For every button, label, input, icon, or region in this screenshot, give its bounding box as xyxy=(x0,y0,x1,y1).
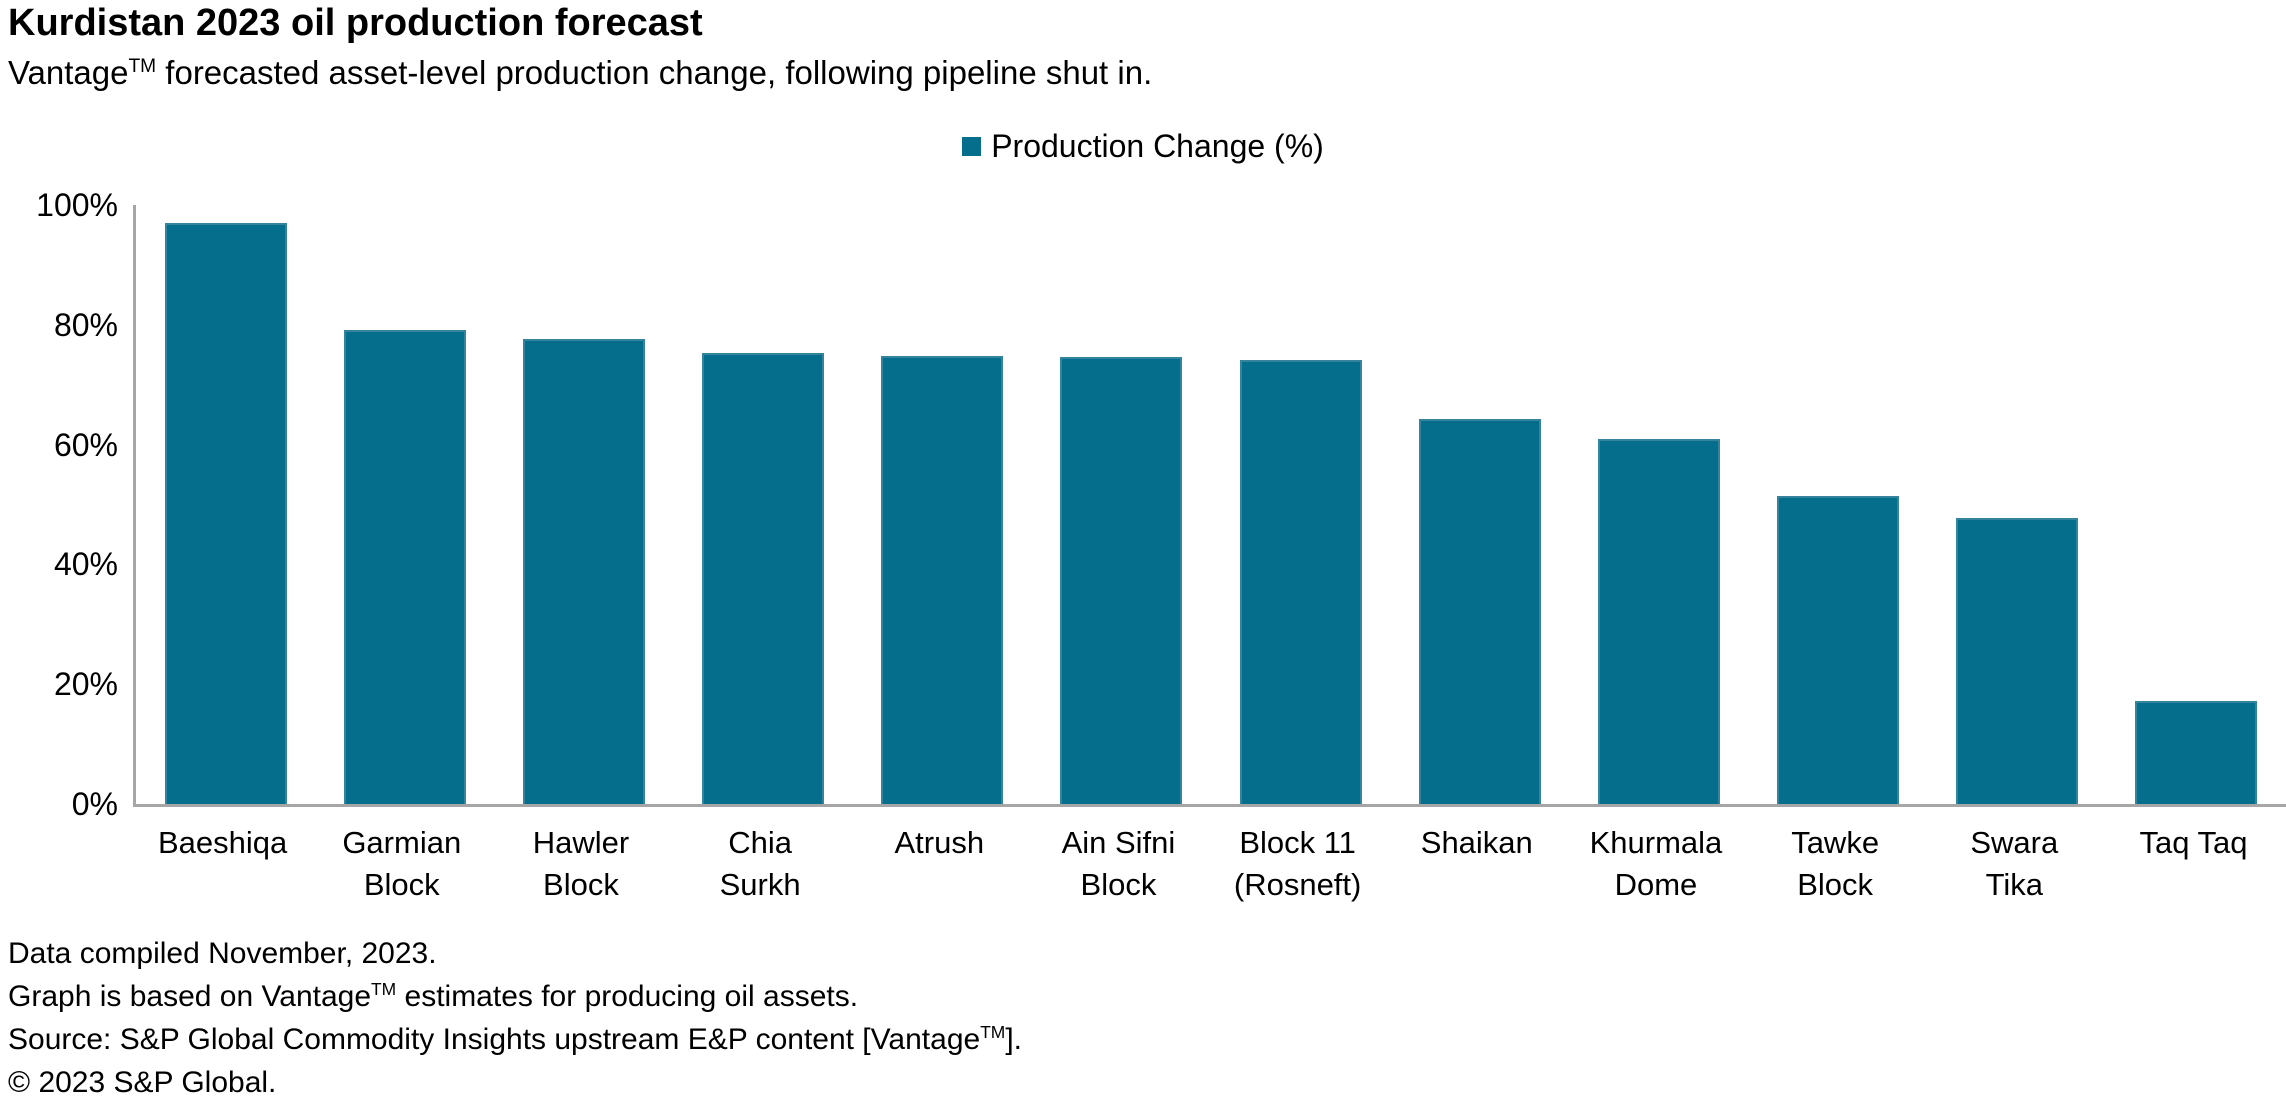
x-category-label: Baeshiqa xyxy=(157,825,288,860)
bar-shaikan xyxy=(1418,418,1541,804)
bar-slot xyxy=(1390,205,1569,804)
x-category-label: Atrush xyxy=(894,825,985,860)
subtitle-text: Vantage xyxy=(8,54,129,91)
plot-area xyxy=(133,205,2286,807)
y-tick-label: 80% xyxy=(53,306,118,343)
bar-ain-sifni-block xyxy=(1060,357,1183,804)
chart-title: Kurdistan 2023 oil production forecast xyxy=(8,2,703,44)
bar-slot xyxy=(674,205,853,804)
bar-taq-taq xyxy=(2135,700,2258,804)
bar-slot xyxy=(1569,205,1748,804)
footnote-graph-basis: Graph is based on VantageTM estimates fo… xyxy=(8,979,859,1013)
trademark-superscript: TM xyxy=(128,56,157,77)
legend-marker-swatch xyxy=(962,137,982,156)
x-category-label: Chia Surkh xyxy=(719,825,801,902)
bar-slot xyxy=(853,205,1032,804)
x-category-label: Hawler Block xyxy=(532,825,630,902)
bar-atrush xyxy=(881,355,1004,804)
bar-block-11-rosneft xyxy=(1239,360,1362,804)
x-category-label: Taq Taq xyxy=(2139,825,2248,860)
x-category-label: Swara Tika xyxy=(1970,825,2059,902)
bar-swara-tika xyxy=(1956,518,2079,804)
y-tick-label: 40% xyxy=(53,546,118,583)
bar-slot xyxy=(1032,205,1211,804)
bar-slot xyxy=(1928,205,2107,804)
bar-slot xyxy=(1749,205,1928,804)
bar-slot xyxy=(136,205,315,804)
x-axis-category-labels: Baeshiqa Garmian Block Hawler Block Chia Su… xyxy=(133,822,2283,906)
legend: Production Change (%) xyxy=(0,128,2286,165)
bar-garmian-block xyxy=(343,329,466,804)
legend-label: Production Change (%) xyxy=(991,128,1324,164)
y-tick-label: 0% xyxy=(71,786,118,822)
x-category-label: Garmian Block xyxy=(342,825,462,902)
x-category-label: Shaikan xyxy=(1420,825,1533,860)
y-tick-label: 60% xyxy=(53,426,118,463)
bar-chia-surkh xyxy=(702,352,825,804)
x-category-label: Block 11 (Rosneft) xyxy=(1233,825,1362,902)
bar-khurmala-dome xyxy=(1597,438,1720,804)
footnote-copyright: © 2023 S&P Global. xyxy=(8,1066,277,1097)
footnote-data-compiled: Data compiled November, 2023. xyxy=(8,937,437,970)
bar-slot xyxy=(2107,205,2286,804)
trademark-superscript: TM xyxy=(371,979,397,999)
y-tick-label: 20% xyxy=(53,666,118,703)
footnote-source: Source: S&P Global Commodity Insights up… xyxy=(8,1022,1022,1056)
bar-baeshiqa xyxy=(164,222,287,804)
bar-hawler-block xyxy=(522,339,645,804)
x-category-label: Ain Sifni Block xyxy=(1061,825,1176,902)
bar-slot xyxy=(494,205,673,804)
subtitle-text-continued: forecasted asset-level production change… xyxy=(156,54,1153,91)
footnotes: Data compiled November, 2023. Graph is b… xyxy=(8,932,1022,1097)
chart-subtitle: VantageTM forecasted asset-level product… xyxy=(8,54,1152,92)
x-category-label: Tawke Block xyxy=(1791,825,1880,902)
x-category-label: Khurmala Dome xyxy=(1589,825,1723,902)
bar-slot xyxy=(315,205,494,804)
y-tick-label: 100% xyxy=(36,187,118,223)
bar-slot xyxy=(1211,205,1390,804)
bar-tawke-block xyxy=(1777,495,1900,804)
trademark-superscript: TM xyxy=(980,1022,1006,1042)
